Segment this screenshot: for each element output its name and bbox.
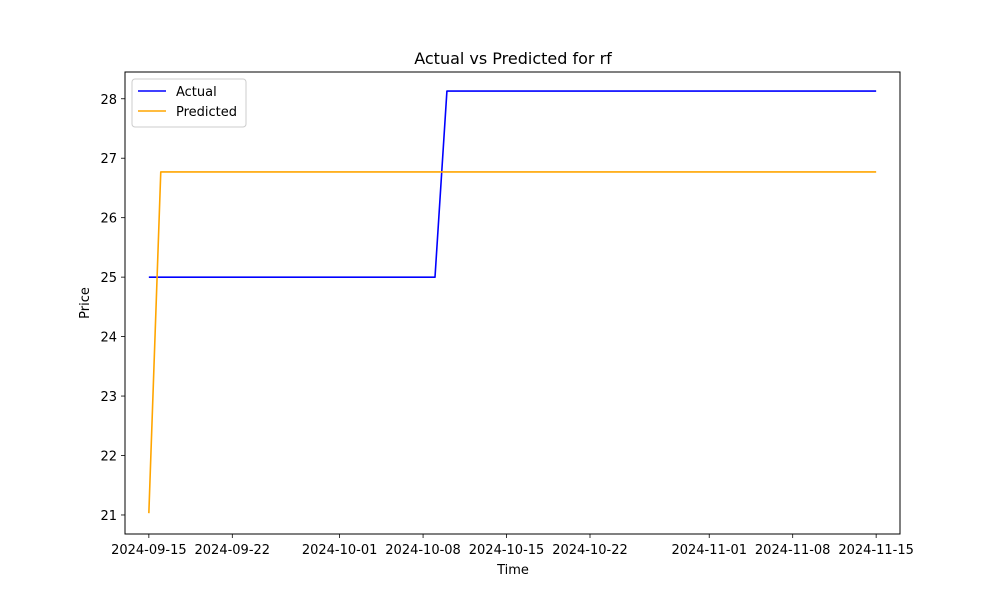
x-axis-label: Time <box>496 563 529 578</box>
x-tick-label: 2024-10-08 <box>385 543 461 558</box>
x-tick-label: 2024-09-15 <box>111 543 187 558</box>
y-tick-label: 21 <box>100 509 117 524</box>
legend-label-actual: Actual <box>176 85 217 100</box>
x-axis: 2024-09-15 2024-09-22 2024-10-01 2024-10-08… <box>111 534 914 558</box>
y-tick-label: 27 <box>100 152 117 167</box>
x-tick-label: 2024-10-22 <box>552 543 628 558</box>
y-tick-label: 25 <box>100 271 117 286</box>
plot-frame <box>124 71 901 535</box>
x-tick-label: 2024-11-01 <box>671 543 747 558</box>
chart-title: Actual vs Predicted for rf <box>414 49 612 68</box>
x-tick-label: 2024-10-01 <box>302 543 378 558</box>
y-tick-label: 26 <box>100 212 117 227</box>
x-tick-label: 2024-09-22 <box>195 543 271 558</box>
y-tick-label: 22 <box>100 450 117 465</box>
legend-label-predicted: Predicted <box>176 105 237 120</box>
legend: Actual Predicted <box>131 78 247 128</box>
y-tick-label: 24 <box>100 331 117 346</box>
y-axis: 21 22 23 24 25 26 27 28 <box>100 93 125 524</box>
x-tick-label: 2024-11-08 <box>755 543 831 558</box>
series-line-actual <box>148 90 877 278</box>
y-tick-label: 23 <box>100 390 117 405</box>
y-axis-label: Price <box>78 287 93 319</box>
series-layer <box>148 90 877 514</box>
x-tick-label: 2024-10-15 <box>469 543 545 558</box>
x-tick-label: 2024-11-15 <box>838 543 914 558</box>
y-tick-label: 28 <box>100 93 117 108</box>
series-line-predicted <box>148 171 877 514</box>
